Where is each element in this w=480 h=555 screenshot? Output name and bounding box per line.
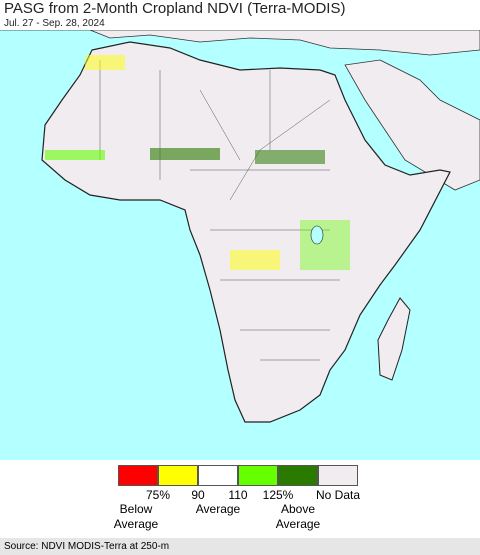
subtitle: Jul. 27 - Sep. 28, 2024 [4,18,105,29]
legend-group-label: Average [195,502,241,516]
legend-tick-label: 110 [228,488,248,502]
europe [0,30,480,56]
legend-tick-label: 125% [262,488,294,502]
legend-swatch [238,465,278,486]
source: Source: NDVI MODIS-Terra at 250-m [0,538,480,555]
legend-group-label: Below Average [113,502,159,531]
map [0,30,480,460]
legend-group-label: Above Average [275,502,321,531]
legend-swatch [198,465,238,486]
legend-swatch [278,465,318,486]
legend-tick-label: 75% [145,488,171,502]
vegetation [45,55,350,270]
legend: 75% 90 110 125% No Data Below Average Average A… [0,462,480,538]
legend-swatch [118,465,158,486]
africa [41,41,451,423]
legend-swatch [158,465,198,486]
legend-tick-label: 90 [191,488,205,502]
madagascar [377,297,411,381]
legend-no-data: No Data [315,488,361,502]
legend-swatch [318,465,358,486]
title: PASG from 2-Month Cropland NDVI (Terra-M… [4,0,346,17]
lake-victoria [310,225,324,245]
arabia [344,59,480,191]
